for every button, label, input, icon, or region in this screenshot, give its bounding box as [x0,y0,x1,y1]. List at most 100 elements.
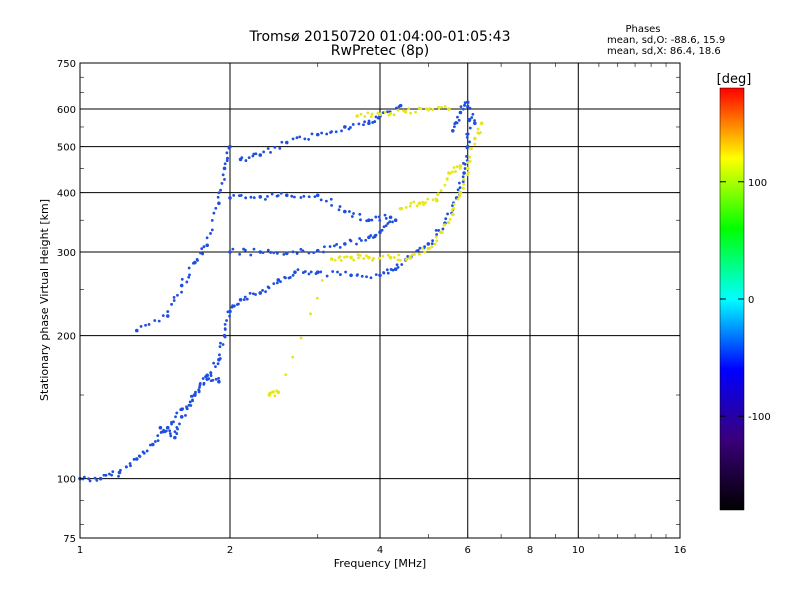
data-points [78,100,484,483]
data-point [423,250,427,254]
data-point [201,252,205,256]
data-point [190,394,194,398]
data-point [88,479,92,483]
data-point [217,379,221,384]
data-point [359,218,362,222]
data-point [388,215,393,220]
data-point [217,191,221,195]
data-point [343,125,347,129]
data-point [298,135,302,139]
data-point [381,254,385,258]
data-point [452,206,455,210]
data-point [428,246,432,250]
data-point [216,362,220,366]
data-point [442,223,446,227]
data-point [288,275,292,279]
data-point [267,286,271,290]
data-point [180,290,183,294]
data-point [452,202,456,206]
data-point [209,374,213,378]
data-point [441,230,444,234]
data-point [473,119,476,122]
data-point [273,394,277,398]
data-point [81,477,85,481]
data-point [437,105,440,109]
data-point [212,211,216,215]
data-point [293,195,296,199]
data-point [329,197,333,201]
data-point [395,263,399,267]
data-point [181,407,185,411]
data-point [244,196,248,200]
data-point [231,247,235,251]
plot-frame [79,62,681,539]
data-point [380,228,384,232]
data-point [462,182,466,186]
data-point [424,201,427,205]
data-point [397,253,401,257]
data-point [117,474,120,478]
data-point [330,130,334,134]
data-point [325,132,329,136]
data-point [407,107,411,110]
data-point [210,228,214,232]
data-point [461,107,465,111]
data-point [458,181,461,185]
data-point [349,126,352,129]
data-point [339,259,343,262]
data-point [352,258,356,262]
data-point [383,110,387,114]
data-point [319,198,323,202]
y-tick-label: 600 [57,105,76,116]
data-point [355,114,359,118]
data-point [456,197,460,201]
data-point [225,159,229,163]
data-point [196,258,199,262]
data-point [386,222,390,225]
data-point [382,271,386,275]
data-point [293,270,297,275]
data-point [391,268,395,272]
data-point [465,166,470,171]
x-tick-label: 6 [465,545,471,556]
data-point [359,112,363,116]
data-point [188,273,191,277]
data-point [315,248,320,253]
data-point [400,207,404,210]
data-point [358,254,362,257]
data-point [357,122,361,126]
data-point [158,425,163,430]
data-point [421,246,424,250]
data-point [370,218,374,222]
data-point [385,268,389,272]
data-point [243,248,247,252]
data-point [458,194,462,198]
data-point [180,277,184,281]
data-point [360,274,364,278]
data-point [367,255,371,260]
data-point [350,215,354,218]
data-point [82,475,86,479]
data-point [269,150,272,154]
data-point [223,322,227,326]
data-point [466,161,470,164]
x-tick-label: 16 [674,545,687,556]
data-point [369,115,373,119]
data-point [174,415,177,419]
data-point [416,249,420,252]
data-point [349,273,353,278]
data-point [335,242,339,246]
data-point [455,165,459,169]
data-point [271,390,275,394]
data-point [228,250,232,254]
data-point [476,127,480,131]
data-point [330,204,334,207]
data-point [169,434,173,438]
data-point [205,236,209,240]
data-point [319,270,323,274]
data-point [421,200,425,204]
data-point [269,251,273,254]
data-point [374,215,378,219]
y-tick-label: 500 [57,143,76,154]
data-point [163,430,167,434]
